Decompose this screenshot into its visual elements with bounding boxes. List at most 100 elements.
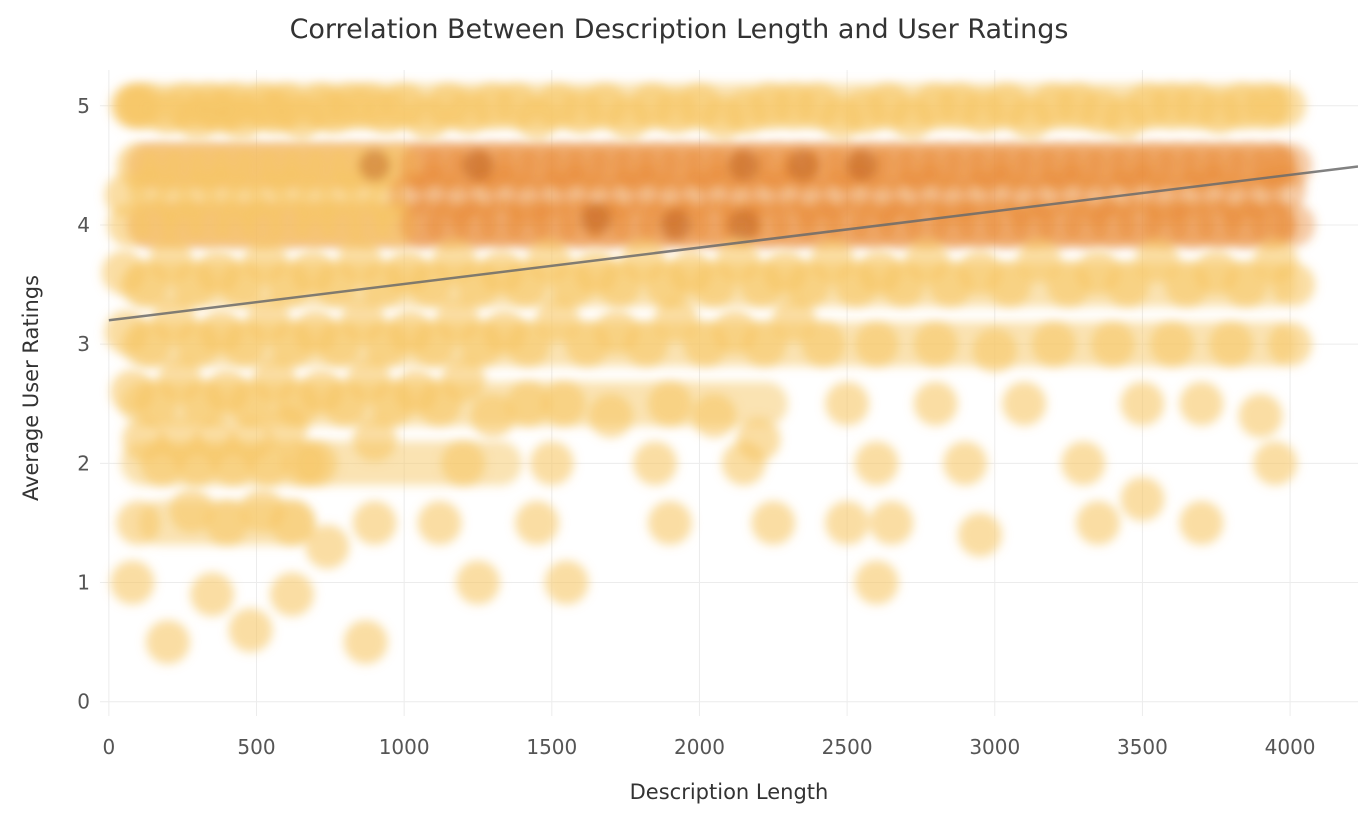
x-tick-label: 3000 [969, 735, 1020, 759]
data-point [647, 500, 692, 545]
data-point [544, 560, 589, 605]
data-point [633, 441, 678, 486]
chart-title: Correlation Between Description Length a… [289, 14, 1069, 45]
data-point [506, 381, 551, 426]
data-point [455, 560, 500, 605]
data-point [269, 572, 314, 617]
x-tick-label: 2500 [822, 735, 873, 759]
data-point [116, 500, 161, 545]
y-tick-label: 1 [77, 571, 90, 595]
trendline [108, 165, 1358, 322]
data-point [721, 441, 766, 486]
data-point [293, 441, 338, 486]
data-point [1209, 322, 1254, 367]
axes: 0 500 1000 1500 2000 2500 3000 3500 4000 0 1 2 3 4 5 [77, 94, 1315, 759]
data-point [204, 500, 249, 545]
data-point [913, 381, 958, 426]
data-point [305, 524, 350, 569]
data-point [854, 322, 899, 367]
x-tick-label: 4000 [1265, 735, 1316, 759]
data-point [441, 357, 486, 402]
data-point [624, 322, 669, 367]
data-point [751, 500, 796, 545]
x-tick-label: 0 [102, 735, 115, 759]
data-point [1223, 262, 1268, 307]
data-point [913, 322, 958, 367]
data-point-dense [727, 149, 760, 182]
data-point [228, 608, 273, 653]
data-point [825, 500, 870, 545]
x-tick-label: 3500 [1117, 735, 1168, 759]
data-point [417, 500, 462, 545]
data-point [854, 560, 899, 605]
data-point [588, 393, 633, 438]
data-point [1061, 441, 1106, 486]
data-point [1017, 238, 1062, 283]
data-point [541, 381, 586, 426]
data-point-dense [845, 149, 878, 182]
data-point [1002, 381, 1047, 426]
y-axis-title: Average User Ratings [19, 275, 43, 501]
data-point [246, 441, 291, 486]
data-point [1262, 83, 1307, 128]
data-point-dense [461, 149, 494, 182]
data-point [972, 328, 1017, 373]
data-point [854, 441, 899, 486]
data-point [441, 441, 486, 486]
data-point [190, 572, 235, 617]
data-point [1120, 381, 1165, 426]
data-point-dense [580, 202, 613, 235]
data-point [1135, 238, 1180, 283]
data-point [1238, 393, 1283, 438]
y-tick-label: 2 [77, 451, 90, 475]
data-point [647, 381, 692, 426]
y-tick-label: 4 [77, 213, 90, 237]
data-point [1179, 500, 1224, 545]
data-point [692, 393, 737, 438]
data-point [801, 322, 846, 367]
data-point [869, 500, 914, 545]
x-tick-label: 1000 [379, 735, 430, 759]
data-point [1253, 441, 1298, 486]
data-point [506, 322, 551, 367]
data-point [1271, 202, 1316, 247]
data-point [515, 500, 560, 545]
y-tick-label: 0 [77, 690, 90, 714]
data-point [264, 405, 309, 450]
data-point [1090, 322, 1135, 367]
data-point [352, 417, 397, 462]
data-point-dense [659, 208, 692, 241]
y-tick-label: 3 [77, 332, 90, 356]
x-tick-label: 1500 [526, 735, 577, 759]
data-point [1271, 262, 1316, 307]
data-point [825, 381, 870, 426]
data-point [1076, 500, 1121, 545]
data-point-dense [786, 149, 819, 182]
data-point [771, 298, 816, 343]
data-point [343, 620, 388, 665]
data-point [1120, 477, 1165, 522]
y-tick-label: 5 [77, 94, 90, 118]
data-points [101, 83, 1316, 665]
data-point [529, 441, 574, 486]
x-tick-label: 500 [237, 735, 275, 759]
data-point [1268, 322, 1313, 367]
x-tick-label: 2000 [674, 735, 725, 759]
trendline-line [108, 165, 1358, 322]
data-point [145, 620, 190, 665]
x-axis-title: Description Length [630, 780, 829, 804]
data-point [958, 512, 1003, 557]
data-point [269, 500, 314, 545]
data-point [742, 322, 787, 367]
data-point [1105, 262, 1150, 307]
data-point [1149, 322, 1194, 367]
data-point [1031, 322, 1076, 367]
data-point-dense [727, 208, 760, 241]
data-point-dense [358, 149, 391, 182]
data-point [1179, 381, 1224, 426]
data-point [169, 488, 214, 533]
data-point [470, 393, 515, 438]
data-point [987, 262, 1032, 307]
data-point [535, 298, 580, 343]
